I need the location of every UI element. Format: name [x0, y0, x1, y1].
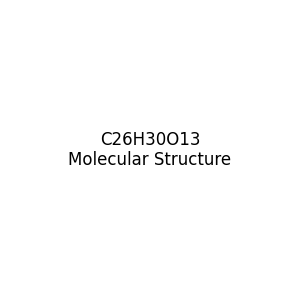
Text: C26H30O13
Molecular Structure: C26H30O13 Molecular Structure	[68, 130, 232, 170]
